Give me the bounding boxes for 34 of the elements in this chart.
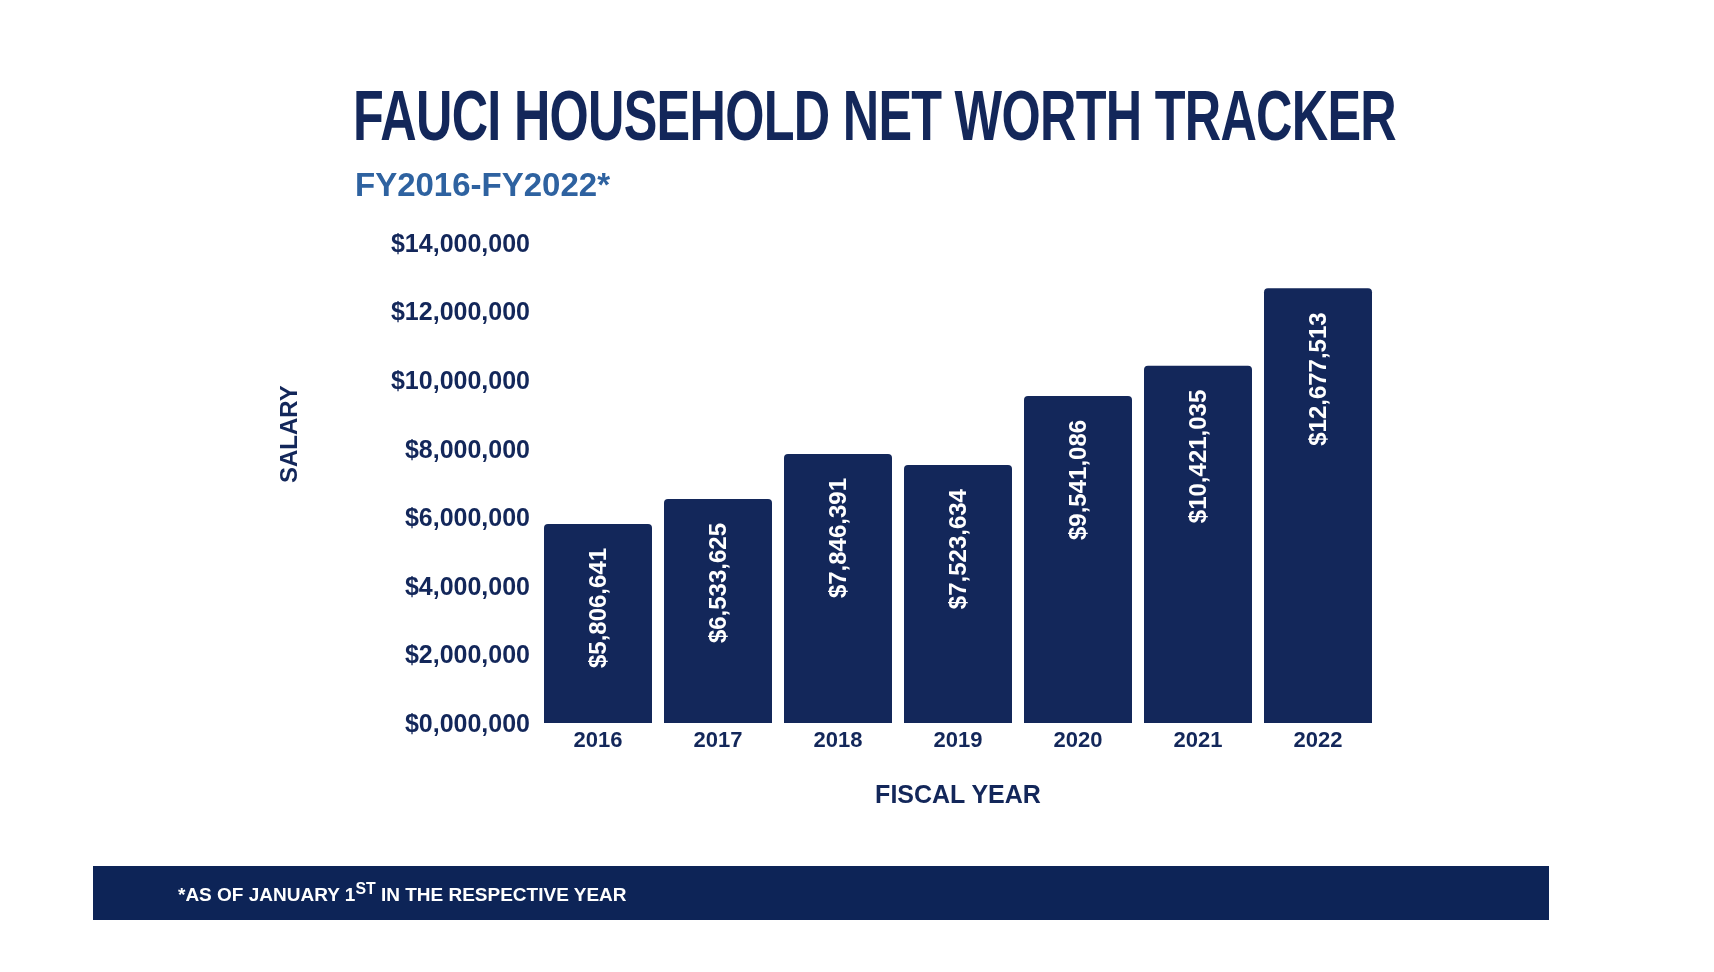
bar	[1144, 365, 1252, 723]
y-tick-label: $14,000,000	[390, 228, 530, 257]
y-tick-label: $4,000,000	[404, 571, 530, 600]
y-tick-label: $0,000,000	[404, 708, 530, 737]
bar	[784, 453, 892, 723]
data-label: $9,541,086	[1064, 419, 1092, 540]
bar	[1024, 395, 1132, 723]
y-tick-label: $8,000,000	[404, 434, 530, 463]
bar	[1264, 288, 1372, 723]
data-label: $10,421,035	[1184, 389, 1212, 524]
chart-subtitle: FY2016-FY2022*	[355, 166, 610, 204]
bar	[664, 498, 772, 723]
y-tick-label: $2,000,000	[404, 640, 530, 669]
bar	[904, 465, 1012, 723]
x-tick-label: 2019	[933, 726, 983, 752]
y-axis-title: SALARY	[274, 385, 302, 483]
bar	[544, 523, 652, 723]
x-tick-label: 2017	[693, 726, 743, 752]
data-label: $5,806,641	[584, 547, 612, 669]
x-axis-title: FISCAL YEAR	[875, 780, 1041, 808]
x-tick-label: 2016	[573, 726, 623, 752]
data-label: $12,677,513	[1304, 312, 1332, 446]
x-tick-label: 2018	[813, 726, 863, 752]
text: *AS OF JANUARY 1$^{ST}$ IN THE RESPECTIVE YEAR	[178, 880, 627, 907]
x-tick-label: 2020	[1053, 726, 1103, 752]
y-tick-label: $6,000,000	[404, 503, 530, 532]
x-tick-label: 2022	[1293, 726, 1343, 752]
data-label: $6,533,625	[704, 522, 732, 644]
data-label: $7,846,391	[824, 477, 852, 599]
x-tick-label: 2021	[1173, 726, 1223, 752]
chart-title: FAUCI HOUSEHOLD NET WORTH TRACKER	[353, 76, 1397, 156]
y-tick-label: $12,000,000	[390, 297, 530, 326]
data-label: $7,523,634	[944, 488, 972, 610]
y-tick-label: $10,000,000	[390, 366, 530, 395]
